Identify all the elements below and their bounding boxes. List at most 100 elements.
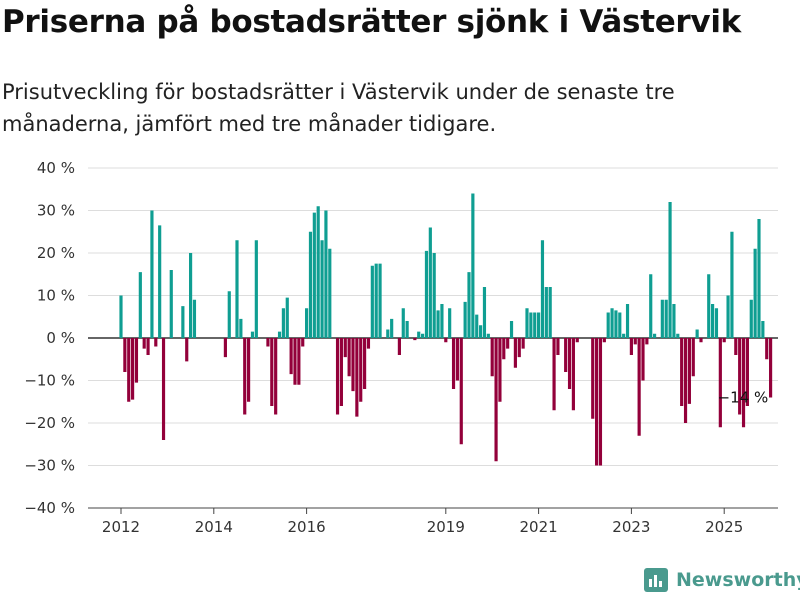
bar — [660, 299, 664, 338]
bar — [169, 270, 173, 338]
chart-subtitle: Prisutveckling för bostadsrätter i Väste… — [2, 80, 675, 136]
x-tick-label: 2023 — [612, 518, 650, 536]
bar — [544, 287, 548, 338]
bar — [281, 308, 285, 338]
y-tick-label: −10 % — [24, 372, 75, 390]
bar — [459, 338, 463, 445]
bar — [347, 338, 351, 377]
y-tick-label: −40 % — [24, 499, 75, 517]
bar — [119, 295, 123, 338]
bar — [243, 338, 247, 415]
bar — [235, 240, 239, 338]
y-tick-label: 0 % — [46, 329, 75, 347]
bar — [335, 338, 340, 415]
bar — [467, 272, 471, 339]
bar — [687, 338, 691, 404]
bar — [641, 338, 645, 381]
bar — [676, 333, 680, 338]
bar — [699, 338, 703, 343]
bar — [502, 338, 506, 360]
bar — [343, 338, 347, 358]
bar — [564, 338, 568, 372]
bar — [575, 338, 579, 343]
x-tick-label: 2019 — [427, 518, 465, 536]
bar — [730, 231, 734, 338]
bar — [533, 312, 537, 338]
bar — [475, 314, 479, 339]
bar — [498, 338, 502, 402]
bar — [749, 299, 753, 338]
bar — [363, 338, 367, 389]
newsworthy-logo: Newsworthy — [644, 568, 800, 592]
bar — [711, 304, 715, 338]
bar — [540, 240, 545, 338]
bar — [629, 338, 633, 355]
bar — [637, 338, 641, 436]
bar — [305, 308, 309, 338]
y-axis: 40 % 30 % 20 % 10 % 0 % −10 % −20 % −30 % −40 % — [24, 159, 75, 517]
brand-name: Newsworthy — [676, 569, 800, 591]
bar — [598, 338, 603, 466]
bar — [714, 308, 719, 338]
x-tick-label: 2021 — [520, 518, 558, 536]
bar — [355, 338, 359, 417]
bar — [707, 274, 711, 338]
bar — [633, 338, 637, 345]
bar — [428, 227, 432, 338]
bar — [154, 338, 158, 347]
x-tick-label: 2016 — [288, 518, 326, 536]
bar — [567, 338, 572, 389]
bar — [161, 338, 166, 440]
bar — [127, 338, 131, 402]
y-tick-label: 20 % — [37, 244, 75, 262]
bar — [463, 301, 467, 339]
bar — [625, 304, 630, 338]
bar — [413, 338, 417, 341]
bar — [552, 338, 556, 411]
bar — [610, 308, 614, 338]
bar — [138, 272, 142, 339]
y-tick-label: 40 % — [37, 159, 75, 177]
bar — [471, 193, 475, 338]
bar — [765, 338, 769, 360]
bar — [150, 210, 154, 338]
bar — [277, 331, 282, 339]
x-tick-label: 2012 — [102, 518, 140, 536]
bar — [529, 312, 533, 338]
bar — [455, 338, 459, 381]
bar — [761, 321, 765, 338]
bar — [254, 240, 258, 338]
bar — [517, 338, 521, 358]
bar — [266, 338, 270, 347]
y-tick-label: −30 % — [24, 457, 75, 475]
bar — [123, 338, 127, 372]
bar — [146, 338, 150, 355]
bar — [247, 338, 251, 402]
chart-title: Priserna på bostadsrätter sjönk i Väster… — [2, 4, 741, 40]
bar — [668, 202, 672, 338]
bar — [614, 310, 618, 339]
bar — [653, 333, 657, 338]
x-tick-label: 2014 — [195, 518, 233, 536]
bar — [479, 325, 483, 338]
bar — [192, 299, 197, 338]
bar — [745, 338, 749, 406]
bar — [494, 338, 498, 462]
bar — [734, 338, 738, 355]
bar — [556, 338, 560, 355]
bar — [142, 338, 146, 349]
bar — [680, 338, 684, 406]
bar — [378, 263, 382, 339]
bar — [308, 231, 313, 338]
bar — [328, 248, 332, 338]
x-tick-label: 2025 — [705, 518, 743, 536]
bar — [359, 338, 363, 402]
bar — [506, 338, 510, 349]
bar — [285, 297, 289, 339]
bar — [490, 338, 494, 377]
bar — [390, 318, 394, 339]
bar — [645, 338, 649, 345]
bar — [451, 338, 456, 389]
bar — [158, 225, 162, 339]
